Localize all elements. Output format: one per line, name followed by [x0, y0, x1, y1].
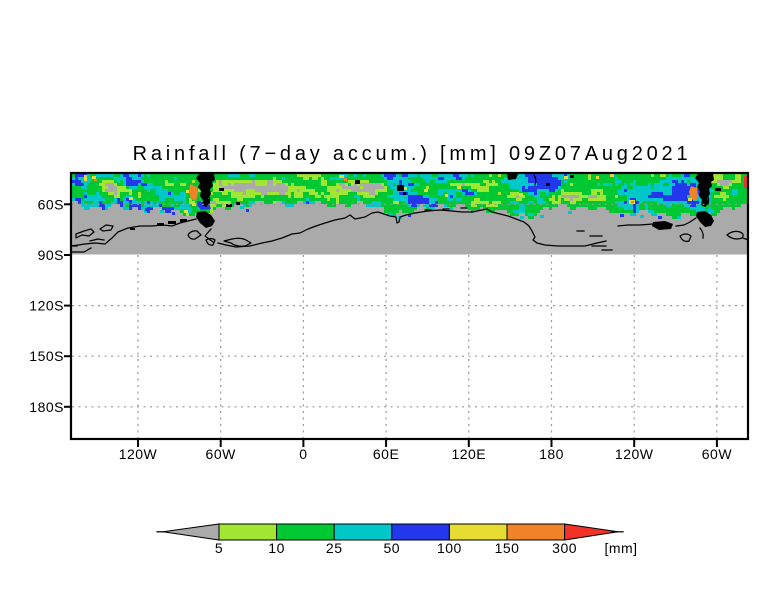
svg-text:5: 5	[215, 540, 223, 556]
svg-text:150: 150	[495, 540, 520, 556]
svg-text:180: 180	[539, 446, 564, 462]
svg-text:100: 100	[437, 540, 462, 556]
svg-text:60E: 60E	[373, 446, 399, 462]
svg-text:10: 10	[268, 540, 285, 556]
svg-text:120W: 120W	[615, 446, 654, 462]
svg-text:120E: 120E	[451, 446, 486, 462]
svg-text:90S: 90S	[38, 247, 64, 263]
svg-text:25: 25	[326, 540, 343, 556]
svg-text:Rainfall (7−day accum.) [mm] 0: Rainfall (7−day accum.) [mm] 09Z07Aug202…	[133, 143, 692, 165]
svg-text:[mm]: [mm]	[604, 540, 637, 556]
svg-text:60W: 60W	[702, 446, 733, 462]
svg-text:60S: 60S	[38, 196, 64, 212]
svg-text:0: 0	[299, 446, 307, 462]
svg-text:60W: 60W	[206, 446, 237, 462]
svg-text:50: 50	[384, 540, 401, 556]
svg-text:150S: 150S	[29, 348, 64, 364]
svg-text:120S: 120S	[29, 298, 64, 314]
svg-text:180S: 180S	[29, 399, 64, 415]
svg-text:300: 300	[552, 540, 577, 556]
svg-text:120W: 120W	[119, 446, 158, 462]
